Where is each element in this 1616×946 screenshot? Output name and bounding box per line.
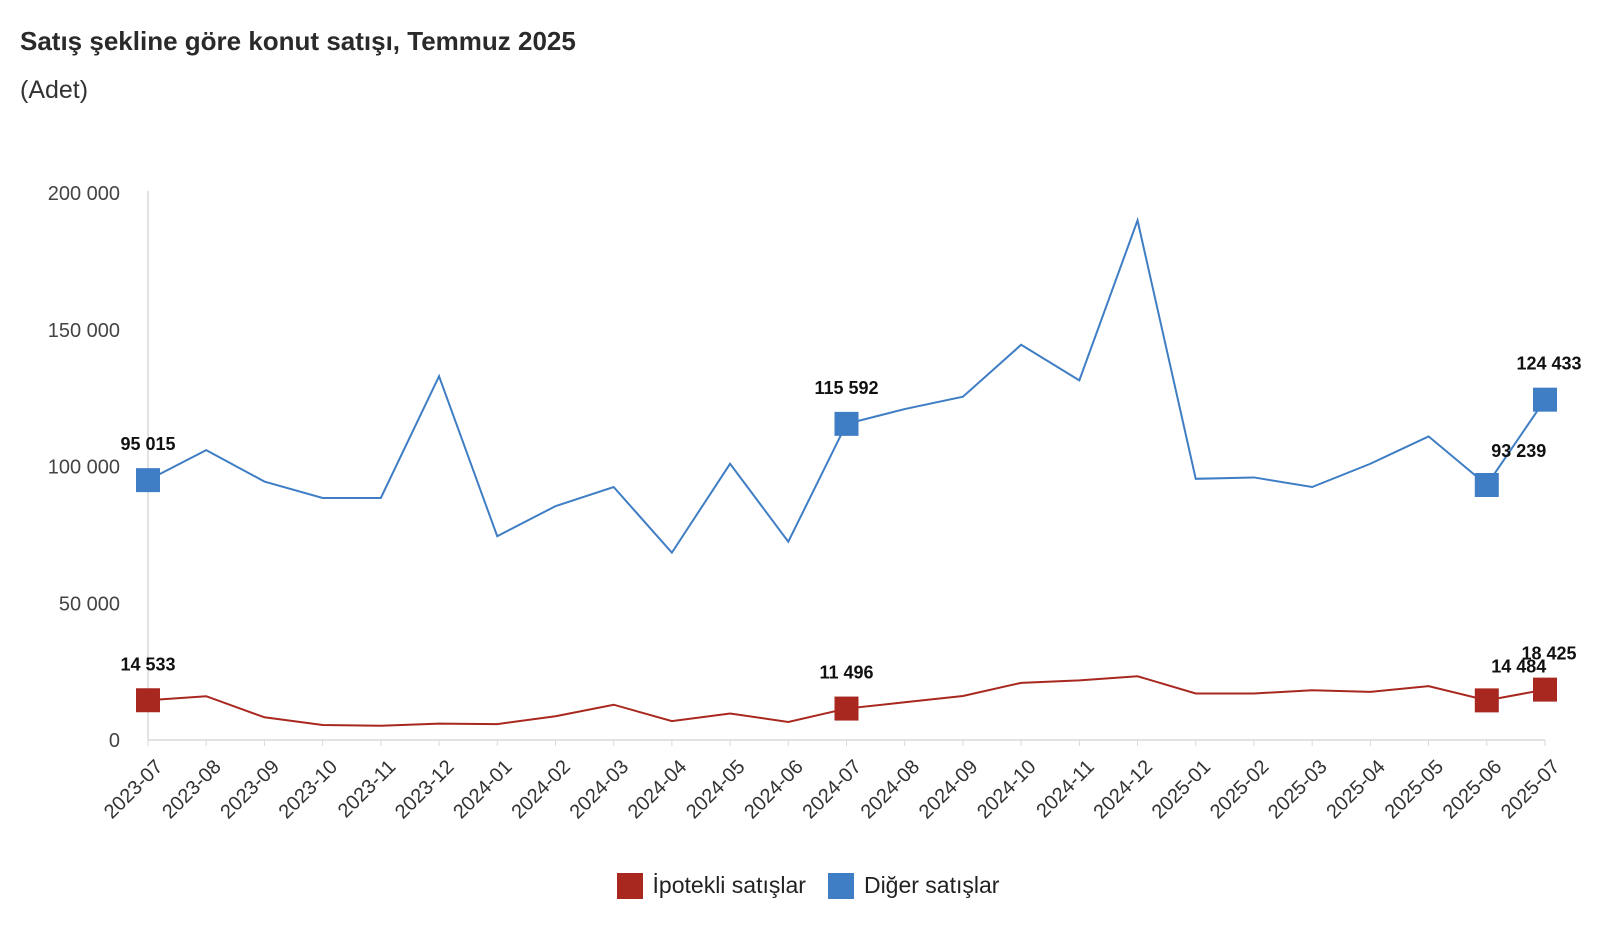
x-tick-label: 2024-11 [1032,756,1098,822]
data-marker [1533,677,1557,702]
y-tick-label: 50 000 [59,593,120,615]
legend-item-diger[interactable]: Diğer satışlar [827,872,1000,899]
data-marker [834,411,859,436]
x-tick-label: 2024-03 [566,756,633,823]
data-marker [1474,472,1499,497]
x-tick-label: 2024-12 [1090,756,1157,823]
data-label: 124 433 [1516,354,1581,374]
x-tick-label: 2024-01 [449,756,516,823]
x-tick-label: 2025-02 [1206,756,1273,823]
x-tick-label: 2024-02 [507,756,574,823]
data-label: 95 015 [120,434,175,454]
x-tick-label: 2025-07 [1497,756,1564,823]
x-tick-label: 2023-08 [158,756,225,823]
x-tick-label: 2025-06 [1439,756,1506,823]
x-tick-label: 2024-06 [740,756,807,823]
x-tick-label: 2024-07 [798,756,865,823]
x-tick-label: 2025-03 [1264,756,1331,823]
data-label: 115 592 [814,378,878,398]
x-tick-label: 2024-05 [682,756,749,823]
x-tick-label: 2023-11 [334,756,400,822]
data-marker [136,688,160,713]
data-label: 14 484 [1491,656,1546,676]
y-tick-label: 150 000 [48,320,120,342]
x-tick-label: 2023-12 [391,756,458,823]
legend: İpotekli satışlar Diğer satışlar [0,872,1616,899]
data-marker [834,696,859,721]
y-tick-label: 200 000 [48,183,120,205]
data-marker [1533,387,1557,412]
data-marker [136,468,160,493]
x-tick-label: 2023-10 [275,756,342,823]
data-label: 11 496 [819,663,873,683]
data-marker [1474,688,1499,713]
x-tick-label: 2025-05 [1381,756,1448,823]
x-tick-label: 2025-04 [1322,756,1389,823]
x-tick-label: 2024-04 [624,756,691,823]
x-tick-label: 2024-10 [973,756,1040,823]
y-tick-label: 0 [109,730,120,752]
legend-swatch-ipotekli [616,872,643,899]
data-label: 93 239 [1491,441,1546,461]
chart-subtitle: (Adet) [20,76,89,104]
legend-item-ipotekli[interactable]: İpotekli satışlar [616,872,806,899]
x-tick-label: 2024-08 [857,756,924,823]
data-label: 18 425 [1521,644,1576,664]
legend-swatch-diger [827,872,854,899]
data-label: 14 533 [120,654,175,674]
x-tick-label: 2023-09 [216,756,283,823]
x-tick-label: 2025-01 [1148,756,1215,823]
y-tick-label: 100 000 [48,457,120,479]
legend-label-ipotekli: İpotekli satışlar [652,872,806,898]
legend-label-diger: Diğer satışlar [863,872,1000,898]
chart-title: Satış şekline göre konut satışı, Temmuz … [20,26,576,56]
x-tick-label: 2023-07 [100,756,167,823]
x-tick-label: 2024-09 [915,756,982,823]
